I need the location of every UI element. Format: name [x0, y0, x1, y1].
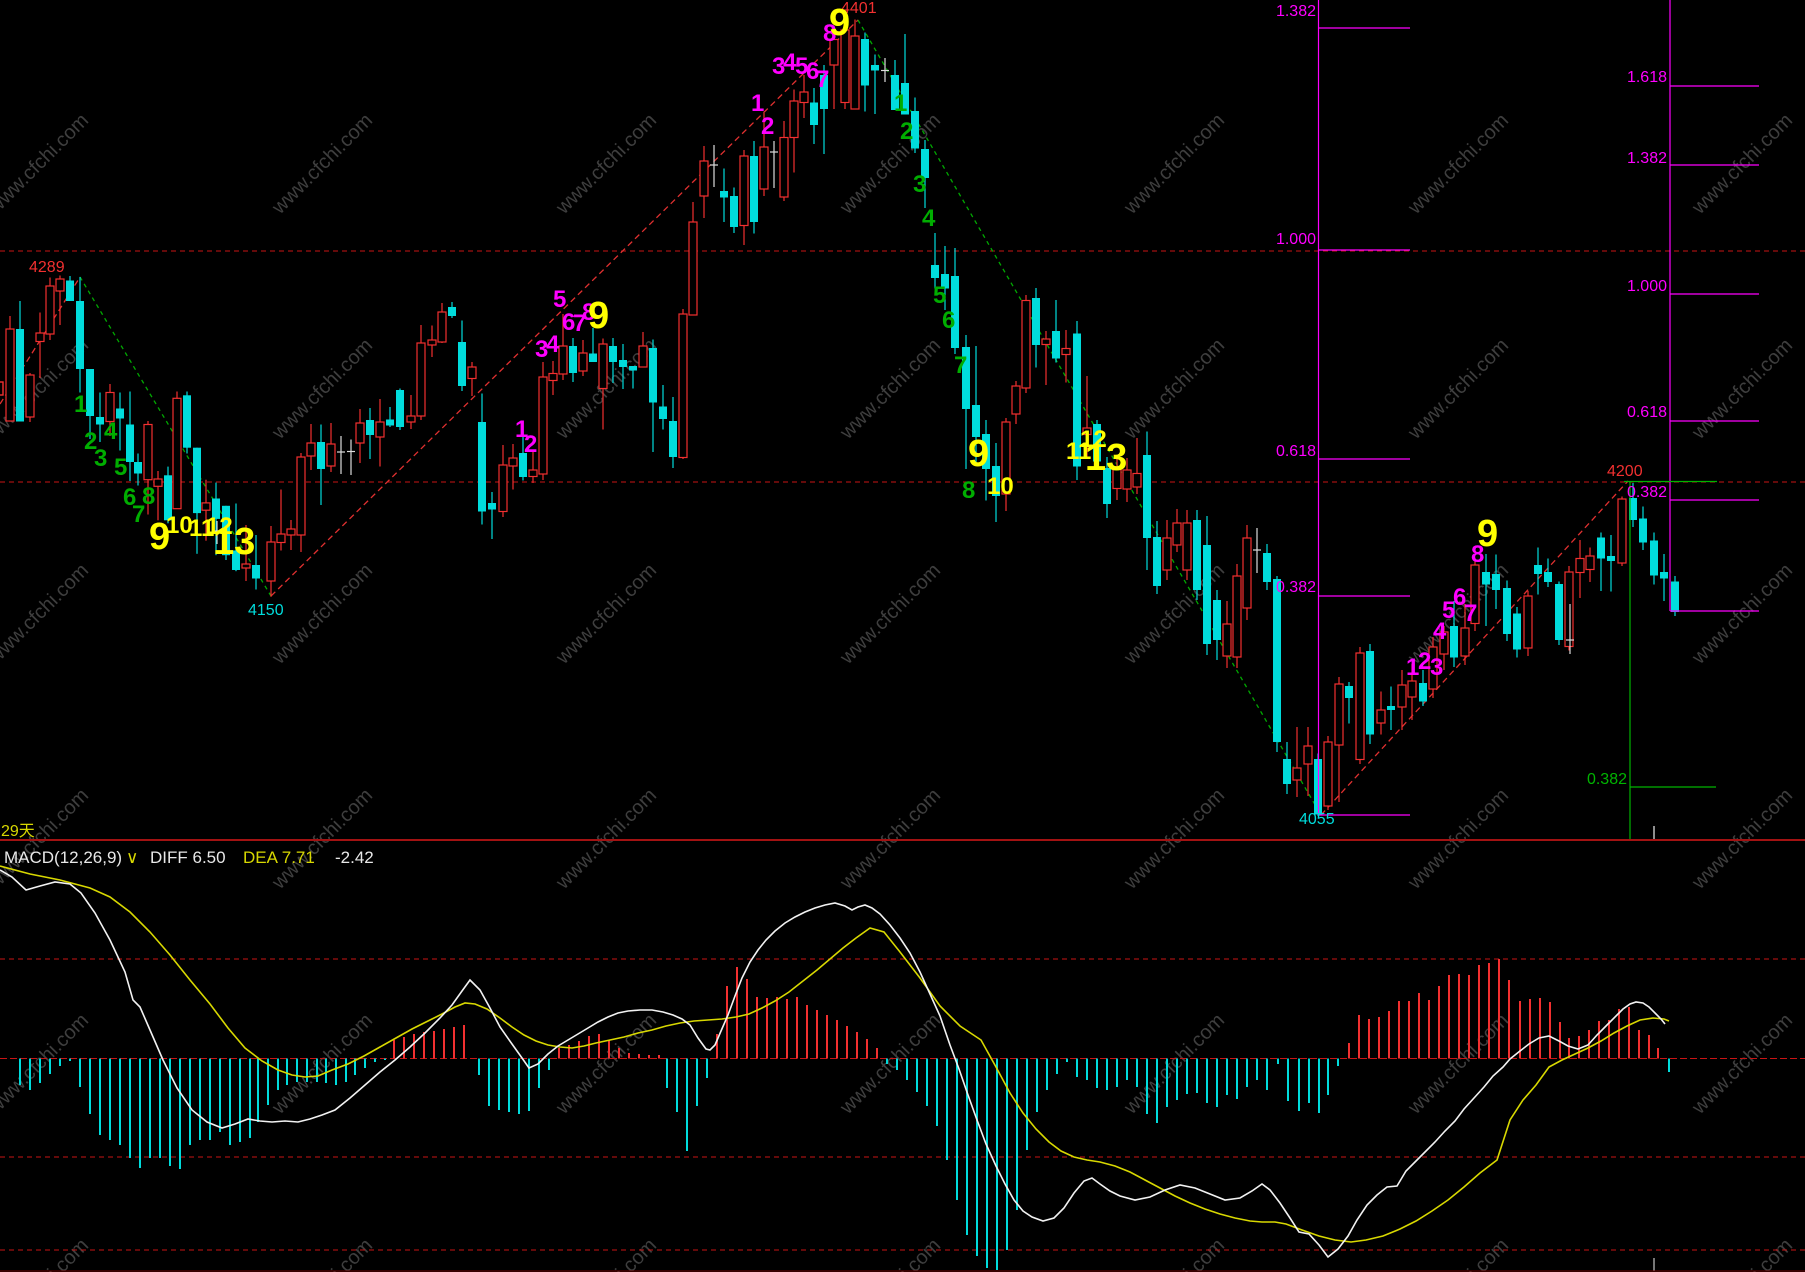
svg-text:8: 8 — [1471, 541, 1484, 568]
svg-text:2: 2 — [84, 428, 97, 455]
svg-text:29天: 29天 — [1, 823, 35, 840]
svg-text:5: 5 — [114, 454, 127, 481]
svg-text:1: 1 — [515, 416, 528, 443]
svg-text:4055: 4055 — [1299, 811, 1335, 828]
svg-text:3: 3 — [535, 336, 548, 363]
svg-text:∨: ∨ — [126, 848, 138, 867]
svg-text:3: 3 — [94, 445, 107, 472]
svg-text:11: 11 — [189, 515, 214, 542]
svg-text:10: 10 — [987, 473, 1014, 500]
svg-text:2: 2 — [761, 113, 774, 140]
svg-text:4: 4 — [104, 418, 118, 445]
svg-text:2: 2 — [1418, 648, 1431, 675]
svg-text:2: 2 — [524, 431, 537, 458]
svg-text:5: 5 — [933, 282, 946, 309]
svg-text:9: 9 — [1477, 513, 1498, 555]
svg-text:4: 4 — [546, 331, 560, 358]
svg-text:5: 5 — [1442, 597, 1455, 624]
svg-text:7: 7 — [816, 66, 829, 93]
svg-text:DEA 7.71: DEA 7.71 — [243, 848, 315, 867]
svg-text:4200: 4200 — [1607, 463, 1643, 480]
svg-text:3: 3 — [1430, 654, 1443, 681]
svg-text:0.382: 0.382 — [1627, 484, 1667, 501]
svg-text:1: 1 — [751, 90, 764, 117]
svg-text:7: 7 — [954, 352, 967, 379]
svg-text:0.382: 0.382 — [1276, 579, 1316, 596]
svg-text:12: 12 — [206, 513, 233, 540]
svg-text:11: 11 — [1066, 438, 1091, 465]
svg-text:10: 10 — [166, 512, 193, 539]
svg-text:9: 9 — [968, 433, 989, 475]
svg-text:6: 6 — [942, 307, 955, 334]
svg-text:4: 4 — [1433, 618, 1447, 645]
svg-text:1.382: 1.382 — [1276, 3, 1316, 20]
svg-text:1.000: 1.000 — [1276, 231, 1316, 248]
svg-text:MACD(12,26,9): MACD(12,26,9) — [4, 848, 122, 867]
svg-text:-2.42: -2.42 — [335, 848, 374, 867]
svg-text:12: 12 — [1080, 426, 1107, 453]
svg-text:1: 1 — [894, 90, 907, 117]
svg-text:4: 4 — [922, 205, 936, 232]
svg-text:3: 3 — [772, 53, 785, 80]
svg-text:8: 8 — [142, 483, 155, 510]
svg-text:7: 7 — [132, 501, 145, 528]
svg-text:3: 3 — [913, 171, 926, 198]
svg-text:9: 9 — [149, 516, 170, 558]
svg-text:6: 6 — [562, 309, 575, 336]
svg-text:13: 13 — [1085, 437, 1127, 479]
svg-text:4: 4 — [783, 49, 797, 76]
svg-text:1: 1 — [1406, 654, 1419, 681]
svg-text:8: 8 — [962, 477, 975, 504]
svg-text:4150: 4150 — [248, 602, 284, 619]
svg-text:DIFF 6.50: DIFF 6.50 — [150, 848, 226, 867]
svg-text:7: 7 — [573, 310, 586, 337]
svg-text:4401: 4401 — [841, 0, 877, 17]
svg-text:6: 6 — [806, 58, 819, 85]
svg-text:7: 7 — [1464, 600, 1477, 627]
svg-text:1: 1 — [74, 391, 87, 418]
svg-text:8: 8 — [823, 20, 836, 47]
svg-text:1.000: 1.000 — [1627, 278, 1667, 295]
svg-text:6: 6 — [123, 484, 136, 511]
svg-text:9: 9 — [588, 295, 609, 337]
svg-text:1.618: 1.618 — [1627, 69, 1667, 86]
svg-text:8: 8 — [582, 299, 595, 326]
svg-text:6: 6 — [1453, 584, 1466, 611]
svg-text:9: 9 — [829, 2, 850, 44]
svg-text:13: 13 — [213, 521, 255, 563]
svg-text:5: 5 — [795, 53, 808, 80]
svg-text:0.618: 0.618 — [1276, 443, 1316, 460]
svg-text:0.382: 0.382 — [1587, 771, 1627, 788]
svg-text:1.382: 1.382 — [1627, 150, 1667, 167]
svg-text:5: 5 — [553, 286, 566, 313]
svg-text:2: 2 — [900, 118, 913, 145]
svg-text:4289: 4289 — [29, 259, 65, 276]
svg-text:0.618: 0.618 — [1627, 404, 1667, 421]
